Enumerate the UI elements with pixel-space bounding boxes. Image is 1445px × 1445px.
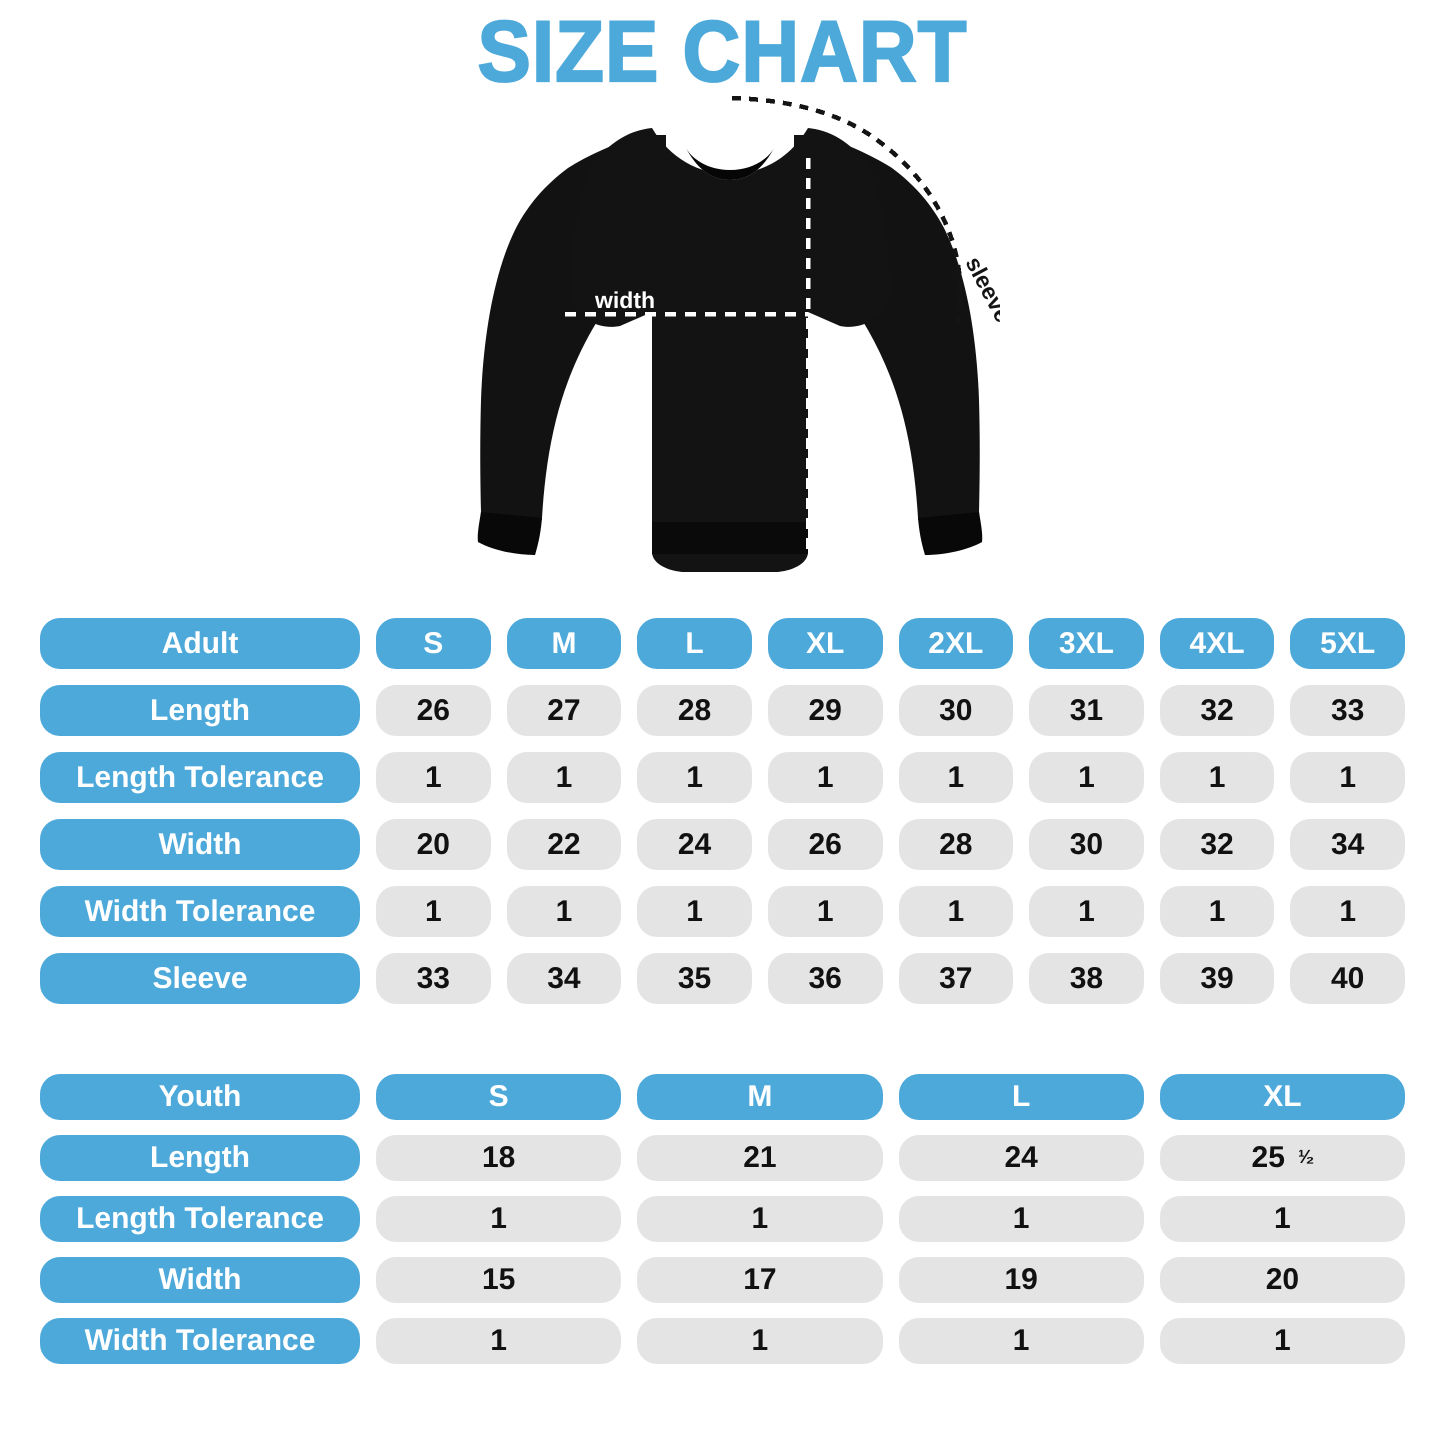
svg-text:length: length xyxy=(812,350,838,419)
svg-text:width: width xyxy=(594,287,655,313)
svg-text:sleeve: sleeve xyxy=(961,252,1000,326)
